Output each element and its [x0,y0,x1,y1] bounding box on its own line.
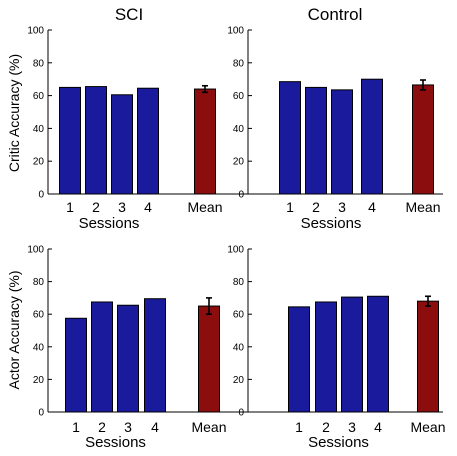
session-bar [59,86,81,195]
y-tick-label: 40 [233,124,245,135]
y-tick-label: 20 [33,375,45,386]
row-ylabel-critic: Critic Accuracy (%) [6,54,22,172]
column-title-sci: SCI [115,5,143,24]
y-tick-label: 60 [33,91,45,102]
session-bar [117,304,139,413]
y-tick-label: 40 [33,342,45,353]
y-tick-label: 0 [38,408,44,419]
y-tick-label: 20 [33,157,45,168]
y-tick-label: 40 [233,342,245,353]
x-tick-label: 1 [286,199,294,215]
column-title-control: Control [308,5,363,24]
x-tick-label: 2 [312,199,320,215]
session-bar [288,306,310,413]
y-tick-label: 100 [227,26,244,37]
mean-bar [417,300,439,413]
y-tick-label: 0 [238,408,244,419]
mean-bar [194,88,216,195]
y-tick-label: 20 [233,375,245,386]
session-bar [85,86,107,195]
x-tick-label: Mean [405,199,440,215]
x-tick-label: Mean [410,419,445,435]
x-tick-label: Mean [191,419,226,435]
x-tick-label: 3 [124,419,132,435]
session-bar [341,296,363,413]
session-bar [367,295,389,413]
y-tick-label: 80 [233,277,245,288]
x-tick-label: 4 [151,419,159,435]
y-tick-label: 20 [233,157,245,168]
session-bar [65,317,87,413]
x-tick-label: 2 [98,419,106,435]
mean-bar [412,84,434,195]
x-tick-label: 3 [348,419,356,435]
session-bar [279,81,301,195]
y-tick-label: 100 [27,245,44,256]
x-axis-title: Sessions [301,215,362,232]
y-tick-label: 60 [233,310,245,321]
session-bar [111,94,133,195]
x-tick-label: 4 [374,419,382,435]
y-tick-label: 0 [38,190,44,201]
y-tick-label: 100 [227,245,244,256]
x-tick-label: 2 [92,199,100,215]
y-tick-label: 80 [33,58,45,69]
y-tick-label: 0 [238,190,244,201]
x-tick-label: Mean [187,199,222,215]
y-tick-label: 60 [233,91,245,102]
x-axis-title: Sessions [85,434,146,451]
x-tick-label: 1 [72,419,80,435]
x-tick-label: 1 [295,419,303,435]
x-tick-label: 1 [66,199,74,215]
mean-bar [198,305,220,413]
session-bar [315,301,337,413]
session-bar [361,78,383,195]
session-bar [144,298,166,413]
session-bar [91,301,113,413]
y-tick-label: 80 [233,58,245,69]
session-bar [331,89,353,195]
x-tick-label: 4 [144,199,152,215]
x-axis-title: Sessions [79,215,140,232]
x-tick-label: 3 [338,199,346,215]
x-tick-label: 4 [368,199,376,215]
y-tick-label: 40 [33,124,45,135]
y-tick-label: 100 [27,26,44,37]
x-axis-title: Sessions [308,434,369,451]
x-tick-label: 3 [118,199,126,215]
x-tick-label: 2 [322,419,330,435]
session-bar [305,86,327,195]
row-ylabel-actor: Actor Accuracy (%) [6,270,22,389]
y-tick-label: 60 [33,310,45,321]
y-tick-label: 80 [33,277,45,288]
session-bar [137,87,159,195]
